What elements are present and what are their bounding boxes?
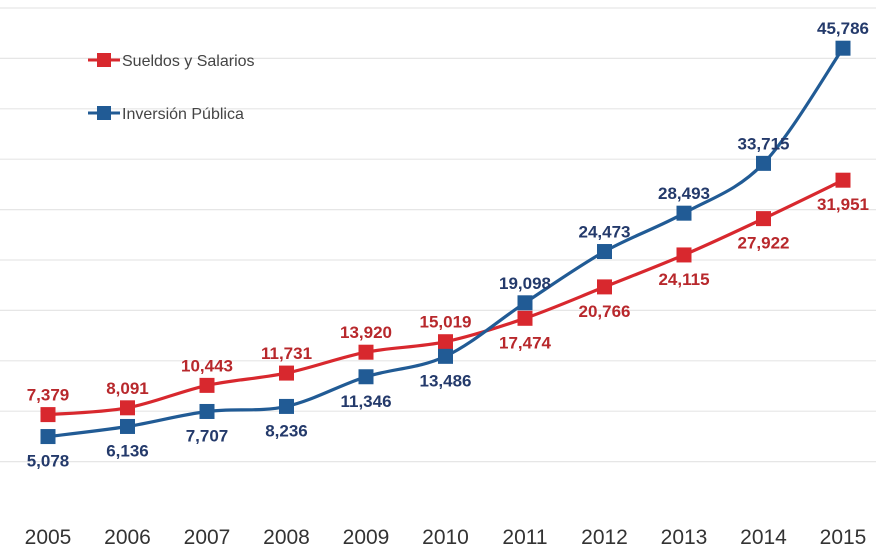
x-tick-label: 2011 <box>502 526 547 549</box>
data-label-inversion: 7,707 <box>186 426 229 445</box>
legend-marker-inversion <box>97 106 111 120</box>
legend: Sueldos y Salarios Inversión Pública <box>88 53 255 123</box>
x-tick-label: 2014 <box>740 526 787 549</box>
data-label-sueldos: 31,951 <box>817 195 869 214</box>
data-label-inversion: 6,136 <box>106 441 149 460</box>
data-point-sueldos <box>120 400 135 416</box>
data-label-sueldos: 11,731 <box>261 344 312 363</box>
x-axis-ticks: 2005 2006 2007 2008 2009 2010 2011 2012 2013 2014… <box>25 526 867 549</box>
x-tick-label: 2007 <box>184 526 231 549</box>
data-label-inversion: 28,493 <box>658 184 710 203</box>
x-tick-label: 2013 <box>661 526 708 549</box>
data-label-sueldos: 8,091 <box>106 379 149 398</box>
data-point-sueldos <box>517 310 533 326</box>
data-point-sueldos <box>835 172 851 188</box>
data-point-inversion <box>835 40 851 56</box>
x-tick-label: 2015 <box>820 526 867 549</box>
data-label-sueldos: 13,920 <box>340 323 392 342</box>
data-point-inversion <box>279 398 294 414</box>
data-label-inversion: 11,346 <box>340 392 391 411</box>
data-point-inversion <box>358 369 374 385</box>
data-point-sueldos <box>40 407 56 423</box>
data-label-sueldos: 20,766 <box>579 302 631 321</box>
legend-item-inversion: Inversión Pública <box>88 106 244 123</box>
data-label-inversion: 19,098 <box>499 274 551 293</box>
data-label-inversion: 5,078 <box>27 452 70 471</box>
legend-label-sueldos: Sueldos y Salarios <box>122 53 255 70</box>
data-label-sueldos: 24,115 <box>658 270 709 289</box>
data-point-sueldos <box>756 211 771 227</box>
data-point-sueldos <box>597 279 612 295</box>
legend-label-inversion: Inversión Pública <box>122 106 244 123</box>
data-point-inversion <box>517 295 533 311</box>
data-point-inversion <box>756 155 771 171</box>
data-label-sueldos: 15,019 <box>420 313 472 332</box>
data-point-sueldos <box>279 365 294 381</box>
data-point-inversion <box>199 403 215 419</box>
x-tick-label: 2006 <box>104 526 151 549</box>
data-point-inversion <box>597 244 612 260</box>
legend-item-sueldos: Sueldos y Salarios <box>88 53 255 70</box>
data-label-sueldos: 27,922 <box>738 234 790 253</box>
data-label-inversion: 24,473 <box>579 223 631 242</box>
grid-lines <box>0 7 876 463</box>
series-line-inversion <box>46 46 845 439</box>
x-tick-label: 2009 <box>343 526 390 549</box>
data-label-inversion: 33,715 <box>738 134 790 153</box>
x-tick-label: 2010 <box>422 526 469 549</box>
data-point-inversion <box>120 418 135 434</box>
data-label-inversion: 8,236 <box>265 421 308 440</box>
x-tick-label: 2008 <box>263 526 310 549</box>
x-tick-label: 2005 <box>25 526 72 549</box>
data-label-inversion: 13,486 <box>420 371 472 390</box>
data-point-sueldos <box>199 377 215 393</box>
data-point-sueldos <box>358 344 374 360</box>
data-point-sueldos <box>676 247 692 263</box>
x-tick-label: 2012 <box>581 526 628 549</box>
series-markers <box>40 40 851 445</box>
data-point-inversion <box>438 348 453 364</box>
data-label-sueldos: 10,443 <box>181 356 233 375</box>
data-label-sueldos: 17,474 <box>499 333 552 352</box>
data-labels: 7,379 8,091 10,443 11,731 13,920 15,019 17,474… <box>27 19 869 470</box>
data-label-sueldos: 7,379 <box>27 386 70 405</box>
data-point-inversion <box>676 205 692 221</box>
legend-marker-sueldos <box>97 53 111 67</box>
data-label-inversion: 45,786 <box>817 19 869 38</box>
data-point-inversion <box>40 429 56 445</box>
data-point-sueldos <box>438 334 453 350</box>
